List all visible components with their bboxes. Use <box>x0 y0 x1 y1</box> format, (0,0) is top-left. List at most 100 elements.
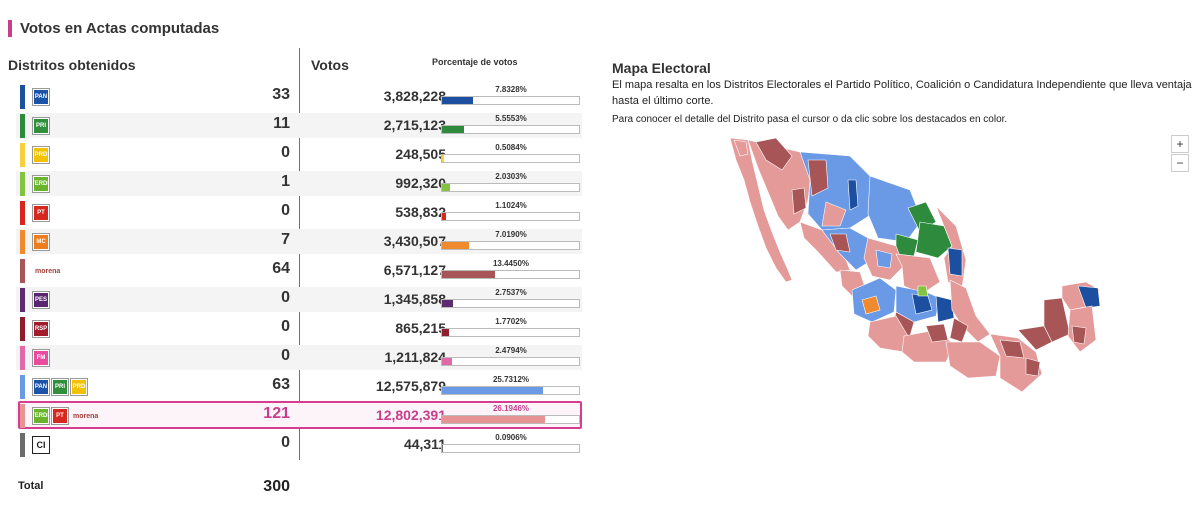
party-logo-icon: PT <box>51 407 69 425</box>
party-cell: PRD <box>20 143 52 167</box>
party-logo-icon: morena <box>73 412 99 420</box>
votes-value: 44,311 <box>403 436 446 452</box>
distritos-heading: Distritos obtenidos <box>8 57 136 73</box>
map-region[interactable] <box>1025 357 1041 377</box>
total-label: Total <box>18 480 44 492</box>
votes-value: 538,832 <box>395 204 446 220</box>
map-region[interactable] <box>829 233 851 253</box>
table-row[interactable]: PT 0 538,832 1.1024% <box>16 198 582 227</box>
zoom-out-button[interactable]: − <box>1171 154 1189 172</box>
map-region[interactable] <box>915 221 953 259</box>
party-logo-icon: CI <box>32 436 50 454</box>
table-row[interactable]: FM 0 1,211,824 2.4794% <box>16 343 582 372</box>
party-cell: PRI <box>20 114 52 138</box>
percentage-bar <box>442 155 444 162</box>
party-color-bar <box>20 375 25 399</box>
party-cell: VERDE PT morena <box>20 404 103 428</box>
party-color-bar <box>20 404 25 428</box>
percentage-bar-track <box>441 415 580 424</box>
districts-value: 63 <box>272 376 290 393</box>
map-region[interactable] <box>999 339 1025 359</box>
party-logo-icon: PRI <box>32 117 50 135</box>
map-region[interactable] <box>861 295 881 315</box>
votes-value: 12,802,391 <box>375 407 446 423</box>
votes-value: 992,320 <box>395 175 446 191</box>
percentage-label: 7.0190% <box>495 230 527 239</box>
party-color-bar <box>20 143 25 167</box>
percentage-label: 2.7537% <box>495 288 527 297</box>
map-region[interactable] <box>729 137 793 283</box>
votes-value: 12,575,879 <box>375 378 446 394</box>
percentage-bar <box>442 271 495 278</box>
map-region[interactable] <box>807 159 829 197</box>
column-divider <box>299 48 300 460</box>
percentage-bar <box>442 97 473 104</box>
districts-value: 0 <box>281 318 290 335</box>
map-region[interactable] <box>895 233 919 257</box>
percentage-bar <box>442 358 452 365</box>
total-value: 300 <box>263 478 290 495</box>
percentage-label: 5.5553% <box>495 114 527 123</box>
table-row[interactable]: PAN 33 3,828,228 7.8328% <box>16 82 582 111</box>
zoom-in-button[interactable]: + <box>1171 135 1189 153</box>
percentage-label: 0.5084% <box>495 143 527 152</box>
map-region[interactable] <box>947 247 963 277</box>
map-help-text: Para conocer el detalle del Distrito pas… <box>612 114 1008 125</box>
party-logo-icon: PAN <box>32 378 50 396</box>
percentage-bar <box>442 329 449 336</box>
table-row[interactable]: PES 0 1,345,858 2.7537% <box>16 285 582 314</box>
map-region[interactable] <box>875 249 893 269</box>
table-row[interactable]: PAN PRI PRD 63 12,575,879 25.7312% <box>16 372 582 401</box>
districts-value: 0 <box>281 202 290 219</box>
map-region[interactable] <box>755 137 793 171</box>
party-color-bar <box>20 114 25 138</box>
party-logo-icon: PAN <box>32 88 50 106</box>
districts-value: 11 <box>273 115 290 132</box>
districts-value: 0 <box>281 434 290 451</box>
map-region[interactable] <box>733 139 749 157</box>
party-cell: PAN <box>20 85 52 109</box>
map-region[interactable] <box>791 187 807 215</box>
votos-heading: Votos <box>311 57 349 73</box>
table-row[interactable]: VERDE PT morena 121 12,802,391 26.1946% <box>16 401 582 430</box>
party-logo-icon: PES <box>32 291 50 309</box>
percentage-label: 1.7702% <box>495 317 527 326</box>
map-region[interactable] <box>945 341 1001 379</box>
map-region[interactable] <box>1043 297 1071 343</box>
table-row[interactable]: morena 64 6,571,127 13.4450% <box>16 256 582 285</box>
percentage-bar-track <box>441 154 580 163</box>
percentage-bar <box>442 445 443 452</box>
percentage-label: 1.1024% <box>495 201 527 210</box>
districts-value: 7 <box>281 231 290 248</box>
percentage-bar <box>442 300 453 307</box>
table-row[interactable]: PRD 0 248,505 0.5084% <box>16 140 582 169</box>
votes-value: 1,211,824 <box>384 349 446 365</box>
party-color-bar <box>20 85 25 109</box>
districts-value: 1 <box>281 173 290 190</box>
map-region[interactable] <box>847 179 859 211</box>
table-row[interactable]: CI 0 44,311 0.0906% <box>16 430 582 459</box>
table-row[interactable]: VERDE 1 992,320 2.0303% <box>16 169 582 198</box>
map-region[interactable] <box>949 279 991 343</box>
map-region[interactable] <box>1077 285 1101 309</box>
porcentaje-heading: Porcentaje de votos <box>432 57 518 67</box>
map-region[interactable] <box>917 285 929 297</box>
percentage-label: 26.1946% <box>492 404 530 413</box>
percentage-label: 7.8328% <box>495 85 527 94</box>
districts-value: 64 <box>272 260 290 277</box>
table-row[interactable]: MC 7 3,430,507 7.0190% <box>16 227 582 256</box>
party-cell: MC <box>20 230 52 254</box>
electoral-map[interactable] <box>700 130 1120 400</box>
map-region[interactable] <box>1071 325 1087 345</box>
percentage-bar-track <box>441 183 580 192</box>
map-region[interactable] <box>925 323 949 343</box>
districts-value: 0 <box>281 347 290 364</box>
table-row[interactable]: PRI 11 2,715,123 5.5553% <box>16 111 582 140</box>
table-row[interactable]: RSP 0 865,215 1.7702% <box>16 314 582 343</box>
percentage-bar <box>442 242 470 249</box>
votes-value: 3,828,228 <box>383 88 446 104</box>
results-table: PAN 33 3,828,228 7.8328% PRI 11 2,715,123 5.555… <box>16 82 582 459</box>
header-accent <box>8 19 12 37</box>
percentage-label: 25.7312% <box>492 375 530 384</box>
map-region[interactable] <box>821 201 847 227</box>
